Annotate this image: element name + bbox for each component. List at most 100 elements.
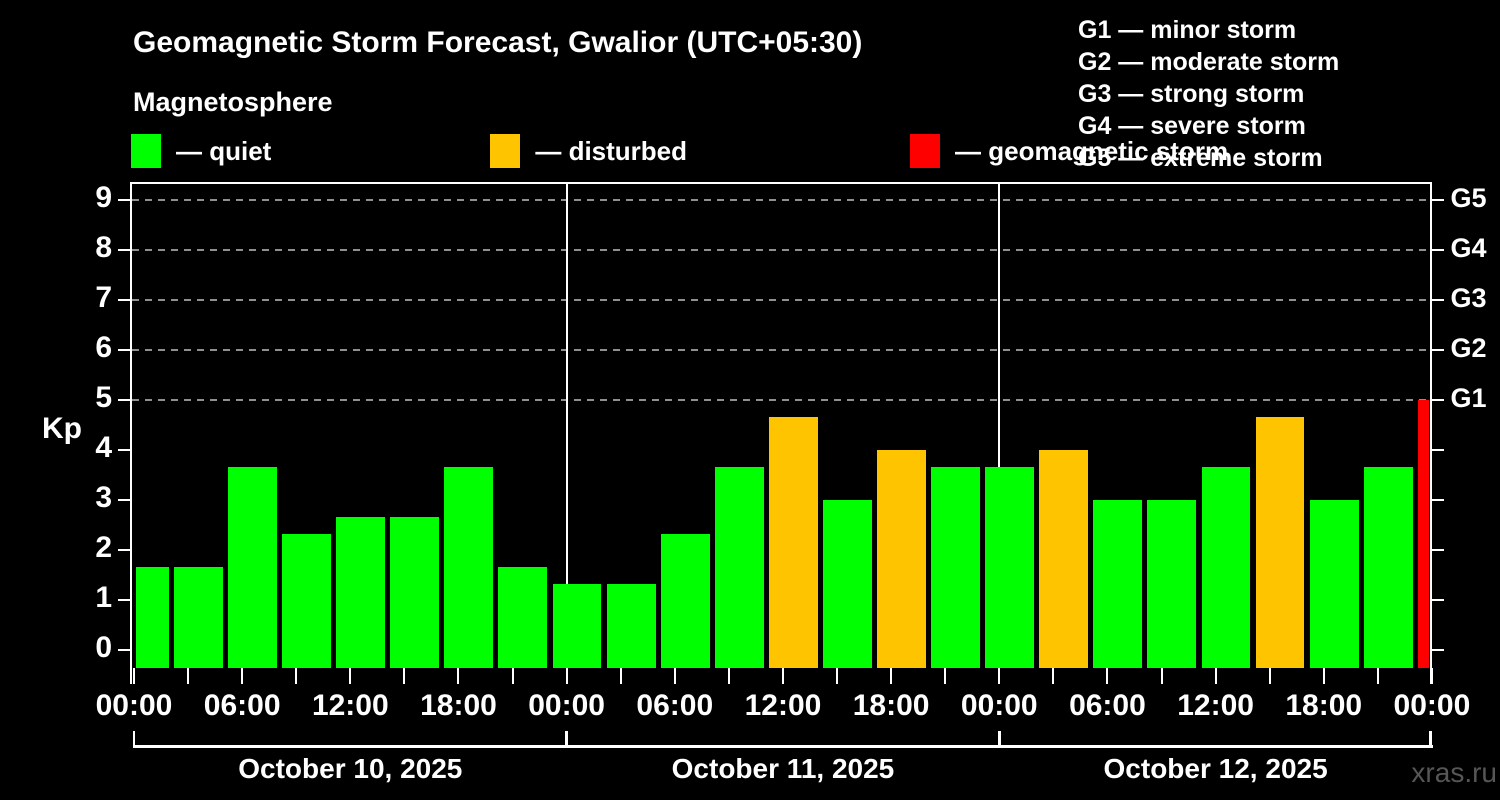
kp-bar-18-disturbed [1039, 450, 1089, 668]
magnetosphere-label: Magnetosphere [133, 87, 333, 117]
x-tick-12 [781, 668, 784, 684]
x-axis-label-4: 00:00 [528, 689, 605, 722]
date-label-3: October 12, 2025 [1103, 753, 1328, 784]
quiet-swatch-icon [131, 134, 161, 168]
y-axis-label-5: 5 [95, 381, 112, 414]
day-bracket-tick-1 [565, 731, 568, 745]
y-tick-right-1 [1432, 599, 1444, 601]
x-tick-1 [187, 668, 190, 684]
x-tick-13 [836, 668, 839, 684]
y-tick-left-9 [118, 199, 130, 201]
y-tick-right-6 [1432, 349, 1444, 351]
right-axis-label-G2: G2 [1450, 333, 1487, 363]
x-tick-20 [1214, 668, 1217, 684]
day-bracket-tick-0 [132, 731, 136, 745]
y-tick-left-8 [118, 249, 130, 251]
kp-bar-5-quiet [336, 516, 386, 668]
x-tick-19 [1160, 668, 1163, 684]
kp-bar-20-quiet [1147, 500, 1197, 668]
x-tick-6 [457, 668, 460, 684]
y-tick-left-6 [118, 349, 130, 351]
y-axis-label-3: 3 [95, 481, 112, 514]
x-tick-21 [1268, 668, 1271, 684]
y-tick-right-3 [1432, 499, 1444, 501]
x-axis-label-10: 12:00 [1177, 689, 1254, 722]
y-axis-label-6: 6 [95, 331, 112, 364]
right-axis-label-G4: G4 [1450, 233, 1487, 263]
kp-bar-9-quiet [552, 583, 602, 668]
y-tick-left-0 [118, 649, 130, 651]
gridline-kp8 [131, 249, 1431, 251]
kp-bar-2-quiet [173, 566, 223, 668]
kp-bar-6-quiet [390, 516, 440, 668]
x-tick-10 [673, 668, 676, 684]
legend-label-quiet: — quiet [176, 135, 272, 166]
x-tick-0 [133, 668, 135, 684]
y-tick-left-2 [118, 549, 130, 551]
x-tick-3 [295, 668, 298, 684]
y-tick-left-4 [118, 449, 130, 451]
y-tick-right-4 [1432, 449, 1444, 451]
legend-item-storm: — geomagnetic storm [719, 134, 1228, 168]
right-axis-label-G1: G1 [1450, 383, 1487, 413]
x-axis-label-6: 12:00 [744, 689, 822, 722]
y-axis-label-9: 9 [95, 181, 112, 214]
storm-scale-line-3: G3 — strong storm [1078, 80, 1305, 108]
storm-scale-line-5: G5 — extreme storm [1078, 144, 1323, 172]
legend-item-quiet: — quiet [131, 134, 271, 168]
x-axis-label-5: 06:00 [636, 689, 714, 722]
storm-scale-line-1: G1 — minor storm [1078, 16, 1297, 44]
gridline-kp6 [131, 349, 1431, 351]
kp-bar-7-quiet [444, 466, 494, 668]
kp-bar-3-quiet [228, 466, 277, 668]
y-axis-label-1: 1 [95, 581, 112, 614]
y-tick-right-2 [1432, 549, 1444, 551]
y-axis-label-7: 7 [95, 281, 112, 314]
x-axis-label-12: 00:00 [1393, 689, 1471, 722]
x-tick-4 [349, 668, 352, 684]
storm-swatch-icon [910, 134, 941, 168]
legend-label-storm: — geomagnetic storm [955, 135, 1229, 166]
y-axis-label-4: 4 [95, 431, 112, 464]
x-tick-11 [727, 668, 730, 684]
y-tick-right-8 [1432, 249, 1444, 251]
kp-bar-10-quiet [606, 583, 656, 668]
x-tick-16 [998, 668, 1001, 684]
y-tick-left-7 [118, 299, 130, 301]
kp-bar-13-disturbed [768, 416, 818, 668]
x-tick-17 [1052, 668, 1055, 684]
watermark: xras.ru [1411, 757, 1497, 788]
legend-label-disturbed: — disturbed [535, 135, 688, 166]
date-label-2: October 11, 2025 [671, 753, 895, 784]
right-axis-label-G5: G5 [1450, 183, 1487, 213]
gridline-kp7 [131, 299, 1431, 301]
y-tick-right-0 [1432, 649, 1444, 651]
x-axis-label-1: 06:00 [203, 689, 281, 722]
condition-legend: — quiet — disturbed — geomagnetic storm [131, 134, 1228, 168]
x-axis-label-0: 00:00 [95, 689, 173, 722]
day-bracket-line [133, 745, 1433, 748]
x-tick-8 [565, 668, 568, 684]
x-tick-24 [1430, 668, 1433, 684]
y-tick-right-9 [1432, 199, 1444, 201]
right-axis-label-G3: G3 [1450, 283, 1487, 313]
kp-bar-19-quiet [1093, 500, 1143, 668]
x-tick-22 [1322, 668, 1325, 684]
y-axis-left [130, 182, 132, 684]
legend-item-disturbed: — disturbed [303, 134, 687, 168]
x-axis-label-7: 18:00 [852, 689, 930, 722]
x-tick-23 [1376, 668, 1379, 684]
y-axis-label-8: 8 [95, 231, 112, 264]
x-tick-15 [944, 668, 947, 684]
kp-bar-11-quiet [660, 533, 710, 668]
x-axis-label-9: 06:00 [1069, 689, 1146, 722]
y-axis-label-0: 0 [95, 631, 112, 664]
y-tick-right-7 [1432, 299, 1444, 301]
gridline-kp5 [131, 399, 1431, 401]
kp-bar-16-quiet [931, 466, 980, 668]
day-divider-1 [565, 182, 568, 668]
x-axis-label-11: 18:00 [1285, 689, 1363, 722]
storm-scale-line-2: G2 — moderate storm [1078, 48, 1340, 76]
kp-bar-17-quiet [985, 466, 1035, 668]
x-tick-14 [890, 668, 893, 684]
